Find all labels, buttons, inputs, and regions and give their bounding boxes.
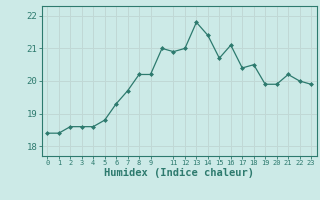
X-axis label: Humidex (Indice chaleur): Humidex (Indice chaleur) bbox=[104, 168, 254, 178]
